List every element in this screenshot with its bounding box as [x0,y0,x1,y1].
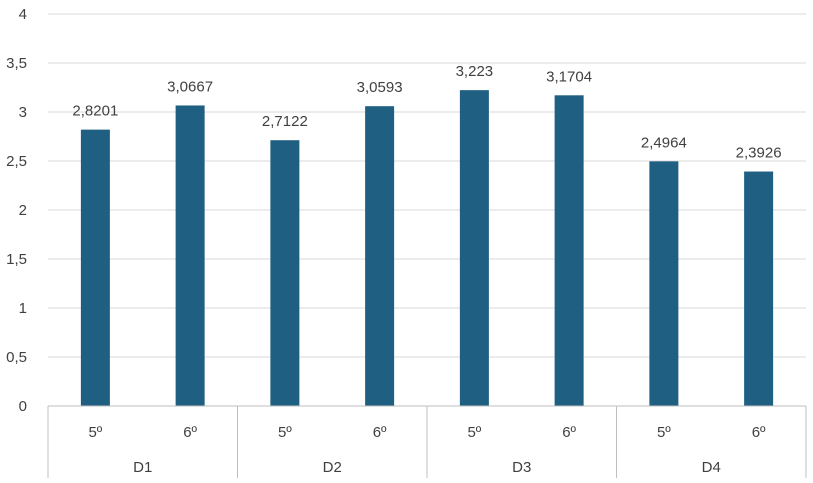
category-label: 5º [88,424,102,441]
group-label: D1 [133,459,152,476]
data-label: 3,0667 [167,78,213,95]
y-tick-label: 2 [19,202,27,219]
group-label: D3 [512,459,531,476]
x-axis: 5º 6º D1 5º 6º D2 5º 6º D3 5º 6º D4 [47,405,807,478]
y-tick-label: 0,5 [6,349,27,366]
bar [270,140,300,406]
bars [80,90,774,407]
category-label: 6º [752,424,766,441]
y-tick-label: 1,5 [6,251,27,268]
bar [744,171,774,406]
bar [365,106,395,406]
category-label: 5º [278,424,292,441]
group-label: D4 [702,459,721,476]
y-tick-label: 4 [19,6,27,23]
y-tick-label: 1 [19,300,27,317]
data-label: 2,3926 [736,145,782,162]
bar [80,129,110,407]
bar [649,161,679,406]
y-tick-label: 3,5 [6,55,27,72]
data-label: 2,7122 [262,113,308,130]
category-label: 6º [373,424,387,441]
category-label: 6º [183,424,197,441]
data-label: 3,223 [456,63,494,80]
bar [554,95,584,407]
category-label: 5º [657,424,671,441]
gridlines [48,13,806,358]
category-label: 6º [562,424,576,441]
y-tick-label: 3 [19,104,27,121]
data-label: 3,1704 [546,68,592,85]
bar [175,105,205,406]
category-label: 5º [467,424,481,441]
data-label: 2,8201 [72,103,118,120]
data-labels: 2,8201 3,0667 2,7122 3,0593 3,223 3,1704 2,496… [72,63,781,161]
bar [459,90,489,407]
y-tick-label: 2,5 [6,153,27,170]
y-tick-label: 0 [19,398,27,415]
data-label: 3,0593 [357,79,403,96]
y-axis-tick-labels: 0 0,5 1 1,5 2 2,5 3 3,5 4 [6,6,27,415]
data-label: 2,4964 [641,134,687,151]
group-label: D2 [323,459,342,476]
